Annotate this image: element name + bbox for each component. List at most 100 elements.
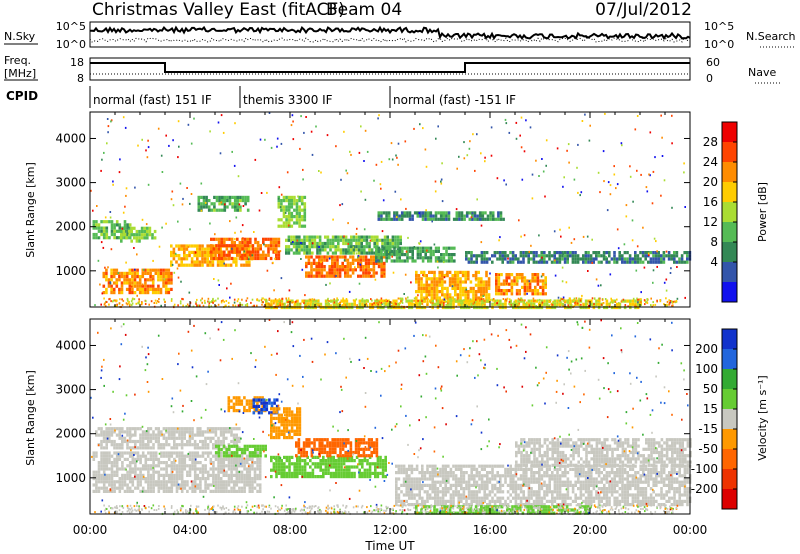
- heatmap-cell: [541, 279, 545, 283]
- heatmap-noise: [562, 252, 564, 255]
- heatmap-ground-scatter: [560, 297, 562, 300]
- heatmap-cell: [394, 235, 397, 239]
- heatmap-cell: [303, 468, 307, 472]
- heatmap-cell: [462, 302, 466, 306]
- heatmap-ground-scatter: [130, 300, 133, 303]
- heatmap-noise: [165, 134, 167, 137]
- heatmap-cell: [226, 199, 229, 203]
- heatmap-cell: [172, 250, 176, 254]
- heatmap-cell: [485, 296, 488, 300]
- heatmap-cell: [403, 211, 407, 215]
- heatmap-cell: [110, 226, 114, 230]
- heatmap-cell: [342, 471, 346, 475]
- heatmap-noise: [310, 130, 313, 133]
- heatmap-noise: [597, 284, 600, 287]
- colorbar-segment: [722, 222, 737, 243]
- heatmap-cell: [133, 275, 137, 279]
- heatmap-cell: [367, 261, 370, 265]
- heatmap-ground-scatter: [666, 305, 668, 308]
- heatmap-cell: [264, 244, 268, 248]
- heatmap-cell: [240, 477, 244, 481]
- heatmap-ground-scatter: [356, 304, 358, 307]
- heatmap-cell: [113, 451, 116, 455]
- heatmap-ground-scatter: [454, 298, 456, 301]
- heatmap-cell: [323, 265, 326, 269]
- heatmap-cell: [175, 436, 179, 440]
- heatmap-cell: [183, 467, 187, 471]
- heatmap-ground-scatter: [618, 302, 620, 305]
- heatmap-noise: [542, 170, 545, 173]
- heatmap-cell: [265, 302, 268, 306]
- heatmap-cell: [265, 404, 269, 408]
- heatmap-cell: [344, 241, 348, 246]
- heatmap-cell: [134, 486, 137, 490]
- heatmap-cell: [443, 274, 447, 278]
- heatmap-cell: [125, 271, 129, 275]
- heatmap-cell: [484, 217, 487, 221]
- heatmap-ground-scatter: [445, 303, 448, 306]
- heatmap-cell: [251, 247, 255, 251]
- heatmap-cell: [270, 413, 273, 417]
- heatmap-cell: [597, 260, 601, 264]
- heatmap-cell: [429, 259, 433, 263]
- heatmap-ground-scatter: [148, 303, 150, 306]
- heatmap-cell: [186, 443, 189, 447]
- heatmap-noise: [273, 289, 275, 292]
- heatmap-noise: [653, 237, 656, 240]
- heatmap-cell: [298, 199, 301, 203]
- heatmap-cell: [133, 271, 137, 275]
- heatmap-cell: [415, 299, 419, 303]
- heatmap-noise: [284, 211, 287, 214]
- heatmap-noise: [474, 169, 476, 172]
- heatmap-cell: [223, 253, 226, 257]
- heatmap-ground-scatter: [108, 298, 110, 301]
- heatmap-cell: [160, 443, 163, 447]
- heatmap-cell: [539, 279, 542, 283]
- heatmap-cell: [258, 486, 262, 490]
- heatmap-cell: [536, 273, 540, 277]
- heatmap-cell: [131, 451, 135, 455]
- heatmap-noise: [602, 150, 605, 153]
- heatmap-cell: [452, 217, 456, 221]
- heatmap-ground-scatter: [200, 299, 202, 302]
- heatmap-cell: [298, 221, 301, 225]
- heatmap-cell: [188, 254, 191, 258]
- heatmap-cell: [295, 235, 298, 239]
- heatmap-noise: [553, 230, 556, 233]
- heatmap-cell: [358, 471, 361, 475]
- heatmap-cell: [320, 255, 324, 259]
- heatmap-cell: [245, 480, 249, 484]
- heatmap-cell: [295, 221, 299, 225]
- heatmap-cell: [361, 471, 364, 475]
- heatmap-noise: [311, 242, 314, 245]
- heatmap-cell: [634, 254, 637, 258]
- heatmap-cell: [188, 467, 192, 471]
- heatmap-cell: [337, 465, 341, 469]
- heatmap-cell: [454, 277, 457, 281]
- heatmap-cell: [141, 473, 145, 477]
- heatmap-cell: [360, 245, 363, 249]
- heatmap-ground-scatter: [518, 302, 521, 305]
- heatmap-cell: [480, 286, 483, 290]
- heatmap-cell: [121, 454, 124, 458]
- heatmap-cell: [319, 459, 322, 463]
- heatmap-cell: [285, 215, 288, 219]
- heatmap-cell: [310, 268, 313, 272]
- heatmap-cell: [128, 451, 132, 455]
- heatmap-noise: [165, 222, 167, 225]
- heatmap-cell: [584, 254, 588, 258]
- heatmap-ground-scatter: [201, 297, 203, 300]
- heatmap-noise: [498, 273, 500, 276]
- heatmap-cell: [199, 454, 202, 458]
- heatmap-cell: [102, 220, 106, 224]
- heatmap-cell: [342, 459, 346, 463]
- heatmap-cell: [120, 239, 123, 243]
- heatmap-cell: [307, 255, 311, 259]
- heatmap-ground-scatter: [441, 298, 444, 301]
- heatmap-cell: [236, 195, 240, 199]
- heatmap-cell: [373, 241, 376, 246]
- heatmap-cell: [505, 276, 508, 280]
- heatmap-cell: [225, 247, 229, 251]
- heatmap-cell: [298, 218, 301, 222]
- heatmap-cell: [209, 457, 213, 461]
